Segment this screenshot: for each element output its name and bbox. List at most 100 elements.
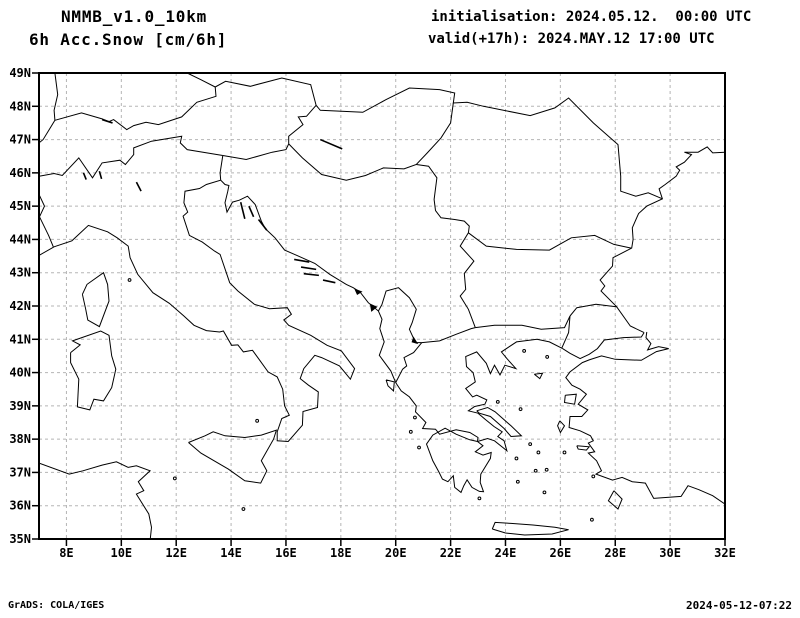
lake-mark <box>248 205 255 218</box>
y-axis-label: 44N <box>9 232 31 246</box>
country-border <box>53 73 59 121</box>
y-axis-label: 37N <box>9 465 31 479</box>
x-axis-label: 26E <box>550 546 572 560</box>
model-title: NMMB_v1.0_10km <box>61 7 208 26</box>
country-border <box>288 102 454 181</box>
lake-mark <box>82 172 87 180</box>
country-border <box>468 232 632 251</box>
x-axis-label: 14E <box>220 546 242 560</box>
x-axis-label: 12E <box>165 546 187 560</box>
small-island <box>522 349 527 353</box>
country-border <box>214 77 663 200</box>
y-axis-label: 47N <box>9 133 31 147</box>
init-time-label: initialisation: 2024.05.12. 00:00 UTC <box>431 9 752 25</box>
lake-mark <box>303 272 319 277</box>
coastline <box>563 393 577 405</box>
coastline <box>565 331 725 505</box>
small-island <box>528 442 533 447</box>
x-axis-label: 32E <box>714 546 736 560</box>
x-axis-label: 30E <box>659 546 681 560</box>
y-axis-label: 41N <box>9 332 31 346</box>
small-island <box>518 407 523 412</box>
coastline <box>425 427 492 494</box>
coastline <box>599 146 725 334</box>
country-border <box>186 73 216 88</box>
small-island <box>536 450 541 455</box>
y-axis-label: 42N <box>9 299 31 313</box>
small-island <box>542 490 547 495</box>
small-island <box>590 517 594 522</box>
lake-mark <box>257 218 268 231</box>
lake-mark <box>98 170 103 180</box>
x-axis-label: 24E <box>495 546 517 560</box>
coastline <box>39 461 153 539</box>
coastline <box>562 332 645 360</box>
small-island <box>172 476 177 481</box>
small-island <box>515 479 520 484</box>
small-island <box>495 399 500 404</box>
small-island <box>514 456 519 461</box>
country-border <box>377 287 422 344</box>
country-border <box>459 232 476 328</box>
small-island <box>562 450 567 455</box>
y-axis-label: 49N <box>9 66 31 80</box>
small-island <box>544 467 549 472</box>
lake-mark <box>300 266 317 271</box>
coastline <box>395 382 479 442</box>
coastline <box>70 330 117 411</box>
small-island <box>408 429 413 434</box>
coastline <box>533 372 544 380</box>
country-border <box>219 155 224 181</box>
lake-mark <box>135 181 142 192</box>
y-axis-label: 48N <box>9 99 31 113</box>
y-axis-label: 45N <box>9 199 31 213</box>
x-axis-label: 18E <box>330 546 352 560</box>
coastline <box>188 429 278 484</box>
lake-mark <box>239 201 246 219</box>
country-border <box>39 120 56 144</box>
lake-mark <box>322 279 336 284</box>
country-border <box>569 303 617 317</box>
small-island <box>413 415 417 420</box>
y-axis-label: 39N <box>9 399 31 413</box>
creation-timestamp-label: 2024-05-12-07:22 <box>686 599 792 612</box>
x-axis-label: 20E <box>385 546 407 560</box>
lake-mark <box>101 118 113 124</box>
x-axis-label: 22E <box>440 546 462 560</box>
country-border <box>561 315 571 349</box>
valid-time-label: valid(+17h): 2024.MAY.12 17:00 UTC <box>428 31 715 47</box>
coastline <box>476 406 523 438</box>
country-border <box>395 342 423 383</box>
coastline <box>607 490 623 510</box>
lake-blob <box>369 303 378 312</box>
country-border <box>54 112 110 123</box>
lake-blob <box>411 336 419 345</box>
coastline <box>464 338 563 453</box>
x-axis-label: 28E <box>604 546 626 560</box>
y-axis-label: 43N <box>9 266 31 280</box>
y-axis-label: 36N <box>9 499 31 513</box>
coastline <box>81 271 110 328</box>
small-island <box>127 278 132 282</box>
small-island <box>417 445 421 450</box>
small-island <box>591 474 596 479</box>
small-island <box>545 355 550 359</box>
coastline <box>39 179 397 443</box>
country-border <box>475 315 571 330</box>
field-title: 6h Acc.Snow [cm/6h] <box>29 30 228 49</box>
coastline <box>557 420 566 434</box>
y-axis-label: 38N <box>9 432 31 446</box>
x-axis-label: 8E <box>59 546 73 560</box>
y-axis-label: 46N <box>9 166 31 180</box>
coastline <box>576 445 591 451</box>
country-border <box>222 143 290 161</box>
coastline <box>491 521 569 536</box>
x-axis-label: 10E <box>110 546 132 560</box>
country-border <box>416 164 470 233</box>
country-border <box>288 104 317 144</box>
grid-layer <box>39 73 725 539</box>
country-border <box>421 327 476 344</box>
lake-mark <box>294 258 310 263</box>
